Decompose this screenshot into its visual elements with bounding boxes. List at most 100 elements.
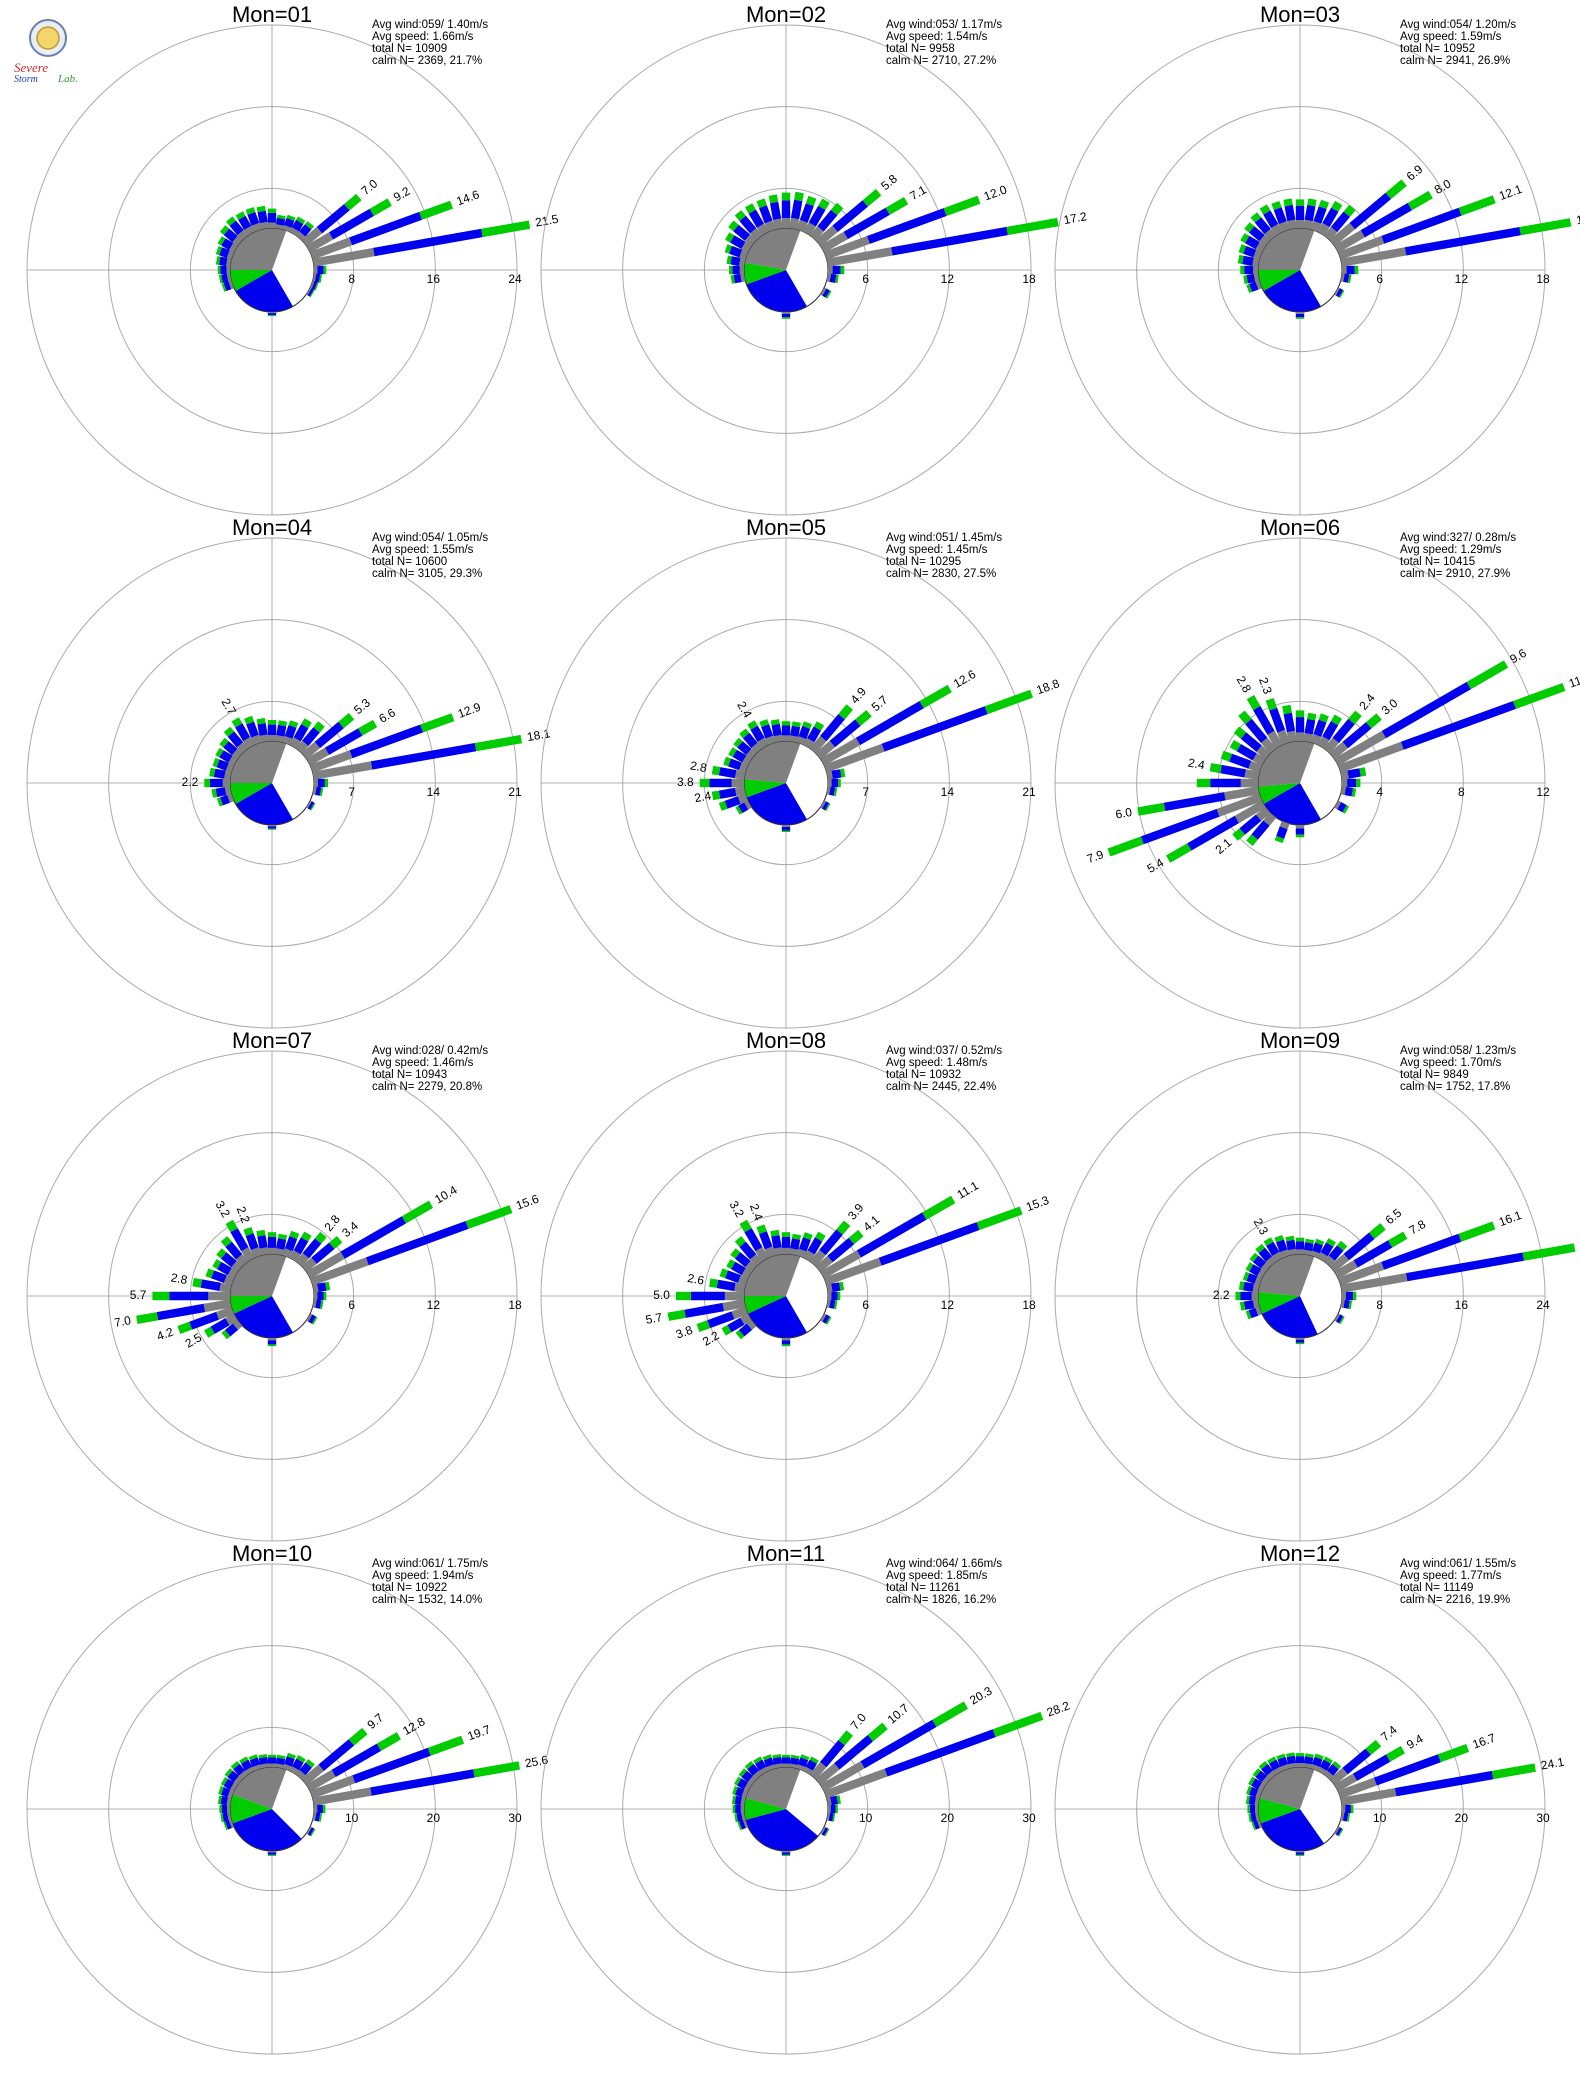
sector-bar-fast — [738, 1768, 747, 1777]
stats-line: Avg speed: 1.45m/s — [886, 544, 988, 556]
sector-bar-slow — [1335, 288, 1344, 298]
ring-label: 6 — [862, 272, 869, 286]
sector-bar-slow — [276, 1238, 287, 1250]
sector-bar-calm — [306, 747, 330, 766]
sector-bar-slow — [867, 208, 947, 244]
sector-bar-calm — [244, 225, 255, 236]
sector-bar-slow — [238, 215, 252, 230]
sector-bar-calm — [1263, 812, 1277, 826]
sector-bar-slow — [718, 767, 737, 779]
sector-bar-slow — [1187, 815, 1239, 851]
sector-bar-slow — [1269, 707, 1286, 733]
sector-bar-fast — [401, 1200, 434, 1224]
sector-bar-calm — [312, 786, 317, 795]
sector-bar-fast — [1246, 284, 1252, 293]
sector-bar-calm — [781, 1247, 791, 1254]
sector-bar-calm — [1255, 1306, 1262, 1316]
sector-bar-fast — [217, 265, 221, 275]
stats-line: Avg wind:327/ 0.28m/s — [1400, 532, 1516, 544]
sector-bar-slow — [856, 1212, 927, 1258]
sector-bar-calm — [238, 1770, 249, 1780]
stats-line: Avg wind:051/ 1.45m/s — [886, 532, 1002, 544]
sector-bar-calm — [1259, 234, 1271, 247]
sector-bar-fast — [1348, 1300, 1353, 1310]
stats-line: total N= 10943 — [372, 1069, 447, 1081]
sector-bar-calm — [226, 265, 230, 275]
sector-bar-fast — [473, 1761, 520, 1778]
sector-bar-calm — [275, 735, 285, 743]
sector-bar-fast — [1359, 767, 1367, 777]
sector-bar-calm — [306, 1313, 313, 1322]
sector-bar-fast — [419, 200, 453, 220]
sector-bar-fast — [1238, 710, 1252, 725]
sector-bar-fast — [313, 721, 325, 733]
sector-bar-fast — [1295, 710, 1305, 718]
sector-bar-slow — [1346, 265, 1355, 275]
sector-bar-slow — [241, 1759, 253, 1771]
sector-bar-slow — [314, 273, 321, 283]
pie-slice-empty — [786, 230, 829, 307]
sector-bar-calm — [740, 1313, 752, 1325]
sector-bar-slow — [831, 1282, 841, 1292]
sector-bar-slow — [284, 1756, 295, 1767]
sector-bar-calm — [251, 222, 262, 232]
sector-bar-fast — [256, 717, 266, 725]
ring-label: 6 — [1376, 272, 1383, 286]
sector-bar-calm — [826, 1812, 831, 1821]
sector-bar-fast — [1343, 204, 1356, 217]
pie-slice-calm — [230, 741, 314, 820]
sector-bar-fast — [223, 726, 235, 737]
pie-slice-fast — [230, 1296, 272, 1314]
sector-bar-calm — [751, 742, 763, 754]
sector-bar-slow — [1404, 227, 1521, 256]
sector-bar-slow — [1249, 281, 1259, 292]
sector-bar-fast — [825, 1316, 832, 1325]
sector-bar-fast — [1249, 1252, 1259, 1262]
logo-line2: Storm — [14, 74, 38, 84]
calm-ring — [229, 1766, 315, 1852]
pie-slice-fast — [229, 783, 272, 804]
sector-bar-slow — [257, 1235, 268, 1249]
sector-value-label: 18.1 — [526, 726, 552, 744]
sector-value-label: 2.5 — [183, 1330, 205, 1351]
sector-bar-fast — [772, 1754, 782, 1759]
sector-value-label: 12.8 — [400, 1714, 428, 1738]
chart-title: Mon=06 — [1260, 515, 1340, 540]
sector-bar-slow — [1319, 1759, 1331, 1771]
sector-bar-fast — [711, 790, 721, 801]
sector-bar-fast — [288, 720, 299, 728]
sector-bar-slow — [229, 220, 244, 236]
sector-bar-slow — [732, 265, 740, 275]
sector-bar-fast — [231, 717, 243, 728]
sector-bar-calm — [267, 735, 277, 741]
sector-bar-fast — [836, 1220, 851, 1235]
stats-line: calm N= 3105, 29.3% — [372, 568, 482, 580]
sector-bar-calm — [741, 1812, 746, 1821]
sector-value-label: 2.6 — [686, 1271, 705, 1288]
sector-bar-calm — [1295, 825, 1305, 829]
sector-bar-slow — [781, 725, 791, 736]
sector-bar-calm — [765, 735, 776, 745]
sector-bar-calm — [796, 219, 808, 232]
sector-bar-fast — [1233, 726, 1247, 739]
range-ring — [703, 1726, 869, 1892]
sector-bar-slow — [1252, 1255, 1267, 1269]
sector-bar-fast — [1247, 1804, 1250, 1814]
sector-bar-fast — [209, 767, 216, 777]
sector-bar-calm — [306, 232, 334, 253]
sector-bar-fast — [1282, 704, 1292, 715]
sector-bar-slow — [1352, 1754, 1391, 1781]
sector-bar-slow — [790, 725, 801, 737]
chart-title: Mon=04 — [232, 515, 312, 540]
sector-bar-calm — [259, 1247, 269, 1256]
ring-label: 16 — [1455, 1298, 1469, 1312]
sector-bar-calm — [1323, 1770, 1334, 1780]
range-ring — [622, 1645, 950, 1973]
sector-bar-slow — [267, 826, 277, 829]
sector-bar-slow — [315, 786, 322, 796]
sector-bar-calm — [796, 736, 807, 745]
pie-slice-empty — [1300, 743, 1343, 820]
